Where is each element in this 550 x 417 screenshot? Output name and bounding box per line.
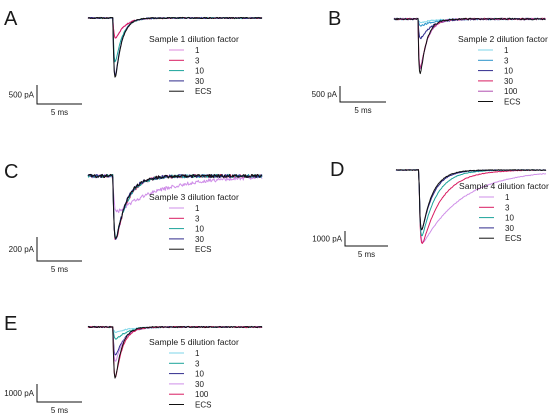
legend-label: 1 — [504, 46, 509, 55]
scale-bar-lines — [36, 237, 82, 262]
legend-label: 10 — [505, 214, 514, 223]
trace-1 — [87, 173, 263, 214]
scale-x-label: 5 ms — [358, 250, 375, 259]
scale-bar: 200 pA 5 ms — [9, 237, 82, 274]
scale-bar: 500 pA 5 ms — [9, 85, 82, 117]
scale-bar: 1000 pA 5 ms — [312, 231, 388, 259]
panel-letter: A — [4, 8, 18, 30]
legend-label: 30 — [195, 77, 204, 86]
traces — [395, 169, 547, 244]
trace-ecs — [87, 16, 263, 78]
panel-letter: D — [330, 159, 344, 181]
legend-label: ECS — [195, 87, 211, 96]
scale-x-label: 5 ms — [51, 406, 68, 415]
panel-letter: B — [328, 8, 341, 30]
legend-label: 3 — [195, 56, 200, 65]
legend-label: 3 — [195, 359, 200, 368]
legend-title: Sample 1 dilution factor — [149, 34, 239, 44]
scale-x-label: 5 ms — [354, 106, 371, 115]
legend-label: 30 — [505, 224, 514, 233]
legend-label: 10 — [195, 67, 204, 76]
scale-bar: 500 pA 5 ms — [312, 86, 386, 115]
traces — [87, 16, 263, 78]
trace-ecs — [393, 17, 546, 75]
legend-label: 10 — [504, 67, 513, 76]
legend-label: 3 — [504, 56, 509, 65]
legend-label: 30 — [195, 380, 204, 389]
scale-bar-lines — [344, 231, 388, 247]
scale-y-label: 200 pA — [9, 245, 35, 254]
legend-label: 1 — [505, 193, 510, 202]
scale-bar-lines — [36, 384, 82, 403]
legend-title: Sample 4 dilution factor — [459, 181, 549, 191]
legend-label: 10 — [195, 225, 204, 234]
traces — [87, 173, 263, 240]
scale-x-label: 5 ms — [51, 265, 68, 274]
traces — [393, 17, 546, 75]
legend-label: 1 — [195, 349, 200, 358]
scale-y-label: 500 pA — [312, 90, 338, 99]
legend-label: 30 — [504, 77, 513, 86]
scale-bar-lines — [36, 85, 82, 105]
legend-label: 100 — [195, 390, 209, 399]
legend-label: 10 — [195, 370, 204, 379]
panel-letter: E — [4, 313, 17, 335]
legend-label: ECS — [195, 245, 211, 254]
trace-ecs — [87, 325, 263, 379]
legend-label: 3 — [195, 214, 200, 223]
panel-letter: C — [4, 161, 18, 183]
scale-y-label: 500 pA — [9, 91, 35, 100]
scale-bar-lines — [339, 86, 386, 103]
legend-label: 30 — [195, 235, 204, 244]
legend-label: 3 — [505, 203, 510, 212]
trace-3 — [395, 169, 547, 244]
legend-label: 1 — [195, 46, 200, 55]
legend-label: 100 — [504, 87, 518, 96]
trace-ecs — [395, 169, 547, 231]
legend-title: Sample 2 dilution factor — [458, 34, 548, 44]
legend-label: ECS — [504, 98, 520, 107]
scale-y-label: 1000 pA — [4, 389, 34, 398]
trace-ecs — [87, 173, 263, 239]
scale-bar: 1000 pA 5 ms — [4, 384, 82, 415]
traces — [87, 325, 263, 379]
scale-y-label: 1000 pA — [312, 235, 342, 244]
scale-x-label: 5 ms — [51, 108, 68, 117]
legend-title: Sample 3 dilution factor — [149, 192, 239, 202]
legend-label: ECS — [195, 401, 211, 410]
legend-label: 1 — [195, 204, 200, 213]
legend-title: Sample 5 dilution factor — [149, 337, 239, 347]
legend-label: ECS — [505, 234, 521, 243]
